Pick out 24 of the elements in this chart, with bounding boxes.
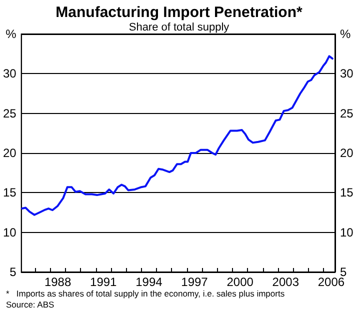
y2-tick-label: 25: [340, 106, 354, 120]
y-tick-label: 5: [10, 265, 17, 279]
y2-tick-label: 15: [340, 186, 354, 200]
chart-title: Manufacturing Import Penetration*: [56, 4, 302, 21]
y-tick-label: 10: [2, 225, 17, 240]
chart-subtitle: Share of total supply: [128, 22, 230, 34]
x-tick-label: 2003: [272, 275, 300, 289]
y-tick-label: %: [6, 27, 17, 41]
y-tick-label: 15: [2, 186, 17, 200]
x-tick-label: 1991: [90, 275, 118, 289]
y2-tick-label: 20: [340, 146, 354, 160]
y-tick-label: 20: [2, 146, 17, 160]
y-tick-label: 25: [2, 106, 17, 120]
x-tick-label: 1994: [136, 275, 163, 289]
y2-tick-label: 10: [340, 225, 354, 240]
x-tick-label: 1997: [181, 275, 208, 289]
y2-tick-label: 30: [340, 66, 354, 81]
x-tick-label: 2000: [226, 275, 254, 289]
text: * Imports as shares of total supply in the economy, i.e. sales plus imports: [6, 288, 285, 298]
source-note: Source: ABS: [6, 300, 55, 310]
line-series: [21, 55, 334, 216]
y-tick-label: 30: [2, 66, 17, 81]
y2-tick-label: %: [340, 27, 351, 41]
x-tick-label: 1988: [44, 275, 72, 289]
